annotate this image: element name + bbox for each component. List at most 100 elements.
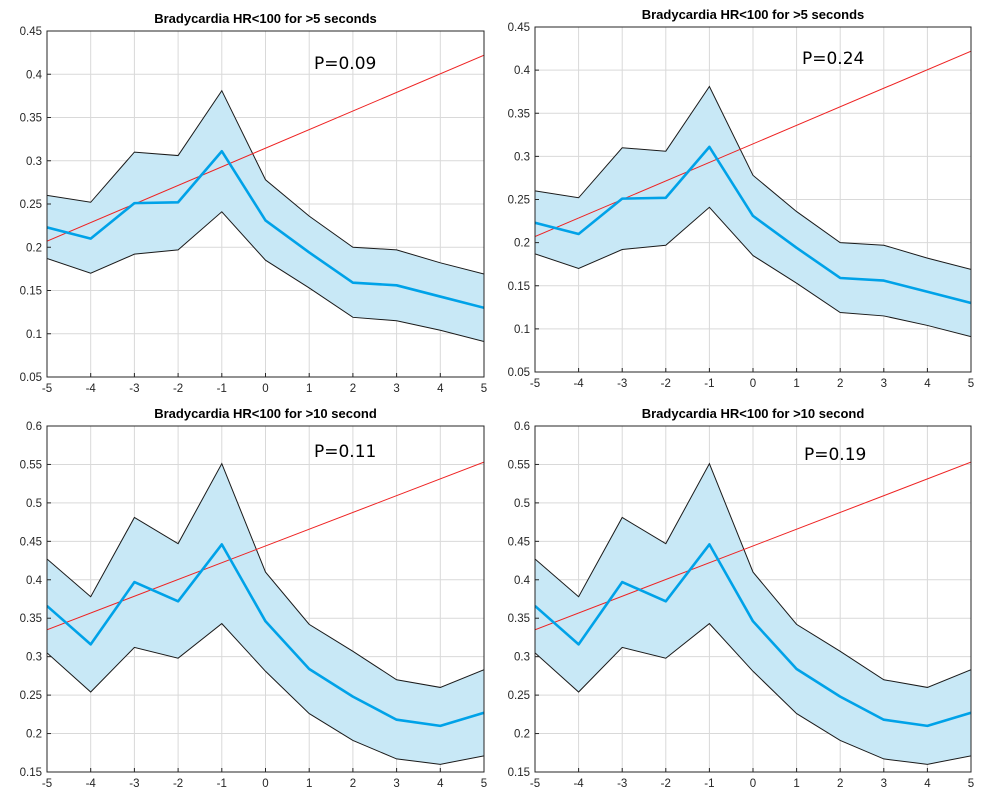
- chart-title: Bradycardia HR<100 for >5 seconds: [642, 7, 865, 22]
- y-tick-label: 0.5: [514, 498, 530, 510]
- x-tick-label: 3: [393, 778, 399, 790]
- y-tick-label: 0.45: [508, 536, 530, 548]
- chart-title: Bradycardia HR<100 for >10 second: [154, 406, 377, 421]
- y-tick-label: 0.5: [26, 498, 42, 510]
- x-tick-label: 2: [350, 778, 356, 790]
- x-tick-label: -4: [573, 378, 584, 390]
- trend-line: [535, 50, 971, 238]
- upper-bound-line: [535, 85, 971, 270]
- x-tick-label: 5: [481, 383, 487, 395]
- y-tick-label: 0.4: [514, 65, 531, 77]
- y-tick-label: 0.15: [508, 281, 530, 293]
- x-tick-label: -3: [129, 778, 139, 790]
- x-tick-label: 2: [837, 378, 843, 390]
- y-tick-label: 0.15: [20, 286, 42, 298]
- x-tick-label: -5: [530, 778, 540, 790]
- plot-area: [47, 461, 484, 765]
- x-tick-label: 2: [837, 778, 843, 790]
- y-tick-label: 0.15: [508, 767, 530, 779]
- y-tick-label: 0.45: [508, 22, 530, 34]
- x-tick-label: 3: [393, 383, 399, 395]
- mean-line: [47, 149, 484, 310]
- x-tick-label: 4: [437, 383, 444, 395]
- lower-bound-line: [47, 211, 484, 343]
- x-tick-label: -5: [530, 378, 540, 390]
- mean-line: [47, 543, 484, 728]
- x-tick-label: 5: [968, 378, 974, 390]
- upper-bound-line: [47, 89, 484, 275]
- plot-area: [535, 461, 971, 765]
- x-tick-label: -5: [42, 383, 52, 395]
- y-tick-label: 0.45: [20, 536, 42, 548]
- x-tick-label: -4: [86, 778, 97, 790]
- lower-bound-line: [47, 622, 484, 765]
- x-tick-label: -3: [129, 383, 139, 395]
- x-tick-label: 1: [793, 778, 799, 790]
- confidence-band: [535, 86, 971, 337]
- y-tick-label: 0.25: [508, 690, 530, 702]
- x-tick-label: 5: [968, 778, 974, 790]
- x-tick-label: 3: [881, 378, 887, 390]
- x-tick-label: -4: [86, 383, 97, 395]
- chart-title: Bradycardia HR<100 for >5 seconds: [154, 11, 377, 26]
- y-tick-label: 0.05: [20, 372, 42, 384]
- x-tick-label: 1: [306, 778, 312, 790]
- chart-panel-3: -5 -4 -3 -2 -1 0 1 2 3 4 5 0.15 0.2 0.25 0.3 0.35 0.4 0.4…: [20, 406, 488, 790]
- y-tick-label: 0.3: [26, 156, 42, 168]
- x-tick-label: 4: [437, 778, 444, 790]
- chart-panel-1: -5 -4 -3 -2 -1 0 1 2 3 4 5 0.05 0.1 0.15 0.2 0.25 0.3 0.3…: [20, 11, 488, 395]
- y-tick-label: 0.3: [514, 652, 530, 664]
- y-tick-label: 0.05: [508, 367, 530, 379]
- y-tick-label: 0.2: [514, 729, 530, 741]
- mean-line: [535, 543, 971, 728]
- y-tick-label: 0.2: [26, 242, 42, 254]
- y-tick-label: 0.25: [20, 199, 42, 211]
- y-tick-label: 0.15: [20, 767, 42, 779]
- x-tick-label: 1: [306, 383, 312, 395]
- x-tick-label: -2: [661, 778, 671, 790]
- x-tick-label: 3: [881, 778, 887, 790]
- y-tick-label: 0.25: [508, 195, 530, 207]
- plot-area: [47, 54, 484, 343]
- y-tick-label: 0.35: [20, 113, 42, 125]
- p-value-annotation: P=0.09: [314, 54, 376, 74]
- x-tick-label: 0: [750, 378, 756, 390]
- p-value-annotation: P=0.24: [802, 49, 864, 69]
- chart-title: Bradycardia HR<100 for >10 second: [642, 406, 865, 421]
- y-tick-label: 0.1: [26, 329, 42, 341]
- x-tick-label: 0: [262, 383, 268, 395]
- y-tick-label: 0.35: [508, 613, 530, 625]
- y-tick-label: 0.1: [514, 324, 530, 336]
- y-tick-label: 0.3: [514, 151, 530, 163]
- lower-bound-line: [535, 206, 971, 338]
- chart-panel-2: -5 -4 -3 -2 -1 0 1 2 3 4 5 0.05 0.1 0.15 0.2 0.25 0.3 0.3…: [508, 7, 975, 390]
- x-tick-label: -2: [173, 778, 183, 790]
- y-tick-label: 0.25: [20, 690, 42, 702]
- x-tick-label: 1: [793, 378, 799, 390]
- x-tick-label: 2: [350, 383, 356, 395]
- y-tick-label: 0.35: [20, 613, 42, 625]
- y-tick-label: 0.4: [26, 575, 43, 587]
- chart-panel-4: -5 -4 -3 -2 -1 0 1 2 3 4 5 0.15 0.2 0.25 0.3 0.35 0.4 0.4…: [508, 406, 975, 790]
- x-tick-label: -1: [704, 778, 714, 790]
- x-tick-label: 0: [750, 778, 756, 790]
- confidence-band: [47, 463, 484, 765]
- plot-area: [535, 50, 971, 338]
- x-tick-label: -1: [217, 778, 227, 790]
- y-tick-label: 0.6: [514, 421, 530, 433]
- y-tick-label: 0.6: [26, 421, 42, 433]
- lower-bound-line: [535, 622, 971, 765]
- upper-bound-line: [535, 462, 971, 688]
- y-tick-label: 0.55: [508, 459, 530, 471]
- x-tick-label: -3: [617, 378, 627, 390]
- x-tick-label: 0: [262, 778, 268, 790]
- y-tick-label: 0.35: [508, 108, 530, 120]
- x-tick-label: -2: [661, 378, 671, 390]
- upper-bound-line: [47, 462, 484, 688]
- p-value-annotation: P=0.19: [804, 445, 866, 465]
- y-tick-label: 0.45: [20, 26, 42, 38]
- y-tick-label: 0.4: [514, 575, 531, 587]
- mean-line: [535, 145, 971, 305]
- x-tick-label: -4: [573, 778, 584, 790]
